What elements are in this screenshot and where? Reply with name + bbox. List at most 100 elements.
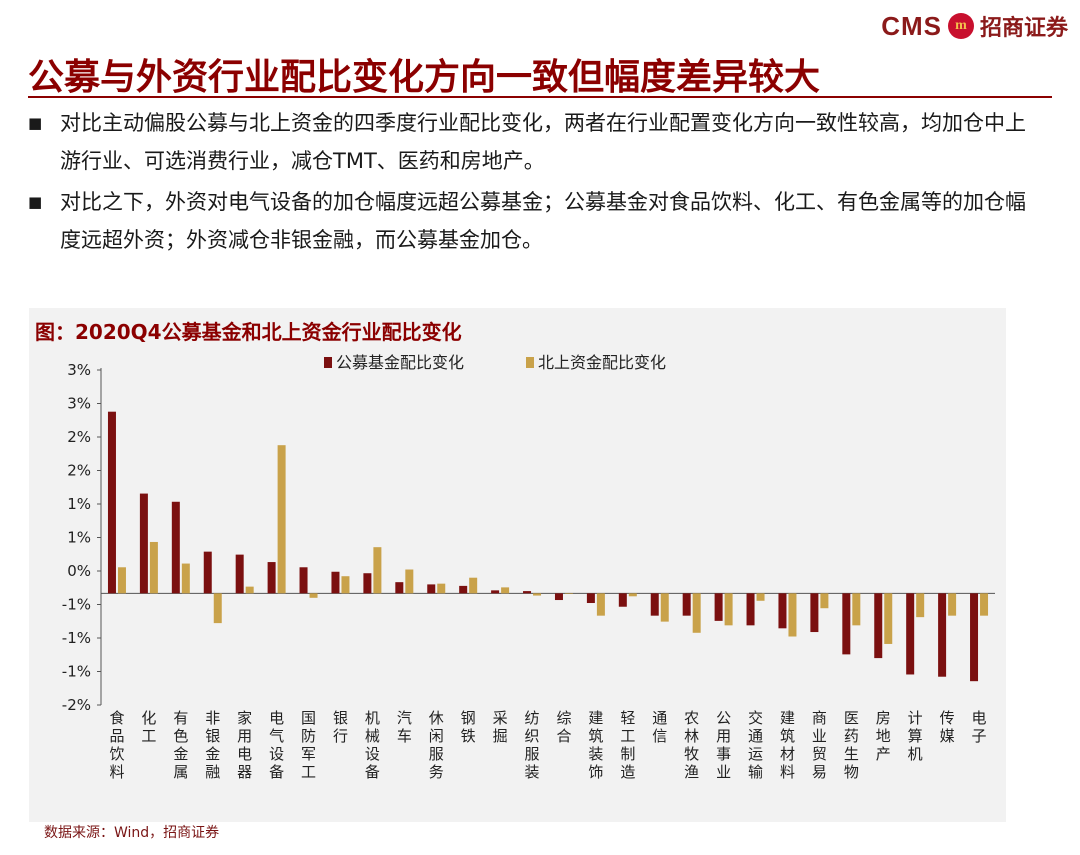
- bullet-item: ■ 对比之下，外资对电气设备的加仓幅度远超公募基金；公募基金对食品饮料、化工、有…: [28, 183, 1028, 259]
- north-bar: [245, 586, 254, 594]
- x-tick-label: 通信: [652, 709, 667, 745]
- x-tick-label: 采掘: [493, 709, 508, 745]
- north-bar: [373, 547, 382, 594]
- legend-fund-label: 公募基金配比变化: [336, 353, 464, 372]
- y-tick-label: -2%: [62, 696, 91, 714]
- fund-bar: [586, 593, 595, 604]
- x-tick-label: 传媒: [940, 709, 955, 745]
- legend-fund-swatch: [324, 357, 332, 368]
- bullet-list: ■ 对比主动偏股公募与北上资金的四季度行业配比变化，两者在行业配置变化方向一致性…: [28, 104, 1028, 262]
- fund-bar: [363, 573, 372, 594]
- north-bar: [660, 593, 669, 622]
- y-tick-label: -1%: [62, 663, 91, 681]
- fund-bar: [618, 593, 627, 607]
- logo-badge-icon: m: [947, 13, 974, 39]
- fund-bar: [523, 591, 532, 594]
- north-bar: [437, 583, 446, 594]
- chart-title: 图：2020Q4公募基金和北上资金行业配比变化: [35, 320, 462, 344]
- north-bar: [884, 593, 893, 644]
- logo-cms-text: CMS: [881, 10, 942, 41]
- bullet-text: 对比主动偏股公募与北上资金的四季度行业配比变化，两者在行业配置变化方向一致性较高…: [60, 111, 1026, 173]
- north-bar: [564, 593, 573, 594]
- fund-bar: [842, 593, 851, 655]
- north-bar: [596, 593, 605, 616]
- fund-bar: [746, 593, 755, 626]
- x-tick-label: 钢铁: [461, 709, 476, 745]
- north-bar: [916, 593, 925, 618]
- x-tick-label: 房地产: [876, 709, 891, 763]
- x-tick-label: 建筑装饰: [588, 709, 603, 781]
- y-tick-label: 3%: [67, 395, 91, 413]
- north-bar: [117, 567, 126, 594]
- y-tick-label: 1%: [67, 529, 91, 547]
- north-bar: [820, 593, 829, 609]
- fund-bar: [810, 593, 819, 633]
- x-tick-label: 交通运输: [748, 709, 763, 781]
- fund-bar: [491, 590, 500, 594]
- data-source: 数据来源：Wind，招商证券: [44, 825, 220, 841]
- fund-bar: [427, 584, 436, 594]
- north-bar: [980, 593, 989, 616]
- fund-bar: [778, 593, 787, 629]
- x-tick-label: 综合: [556, 709, 571, 745]
- fund-bar: [682, 593, 691, 616]
- slide-title: 公募与外资行业配比变化方向一致但幅度差异较大: [28, 57, 821, 98]
- north-bar: [469, 577, 478, 594]
- fund-bar: [267, 562, 276, 594]
- north-bar: [948, 593, 957, 616]
- x-tick-label: 化工: [141, 709, 156, 745]
- bullet-item: ■ 对比主动偏股公募与北上资金的四季度行业配比变化，两者在行业配置变化方向一致性…: [28, 104, 1028, 180]
- x-tick-label: 银行: [333, 709, 348, 745]
- brand-logo: CMS m 招商证券: [881, 10, 1068, 42]
- fund-bar: [650, 593, 659, 616]
- y-tick-label: 2%: [67, 462, 91, 480]
- x-tick-label: 计算机: [908, 709, 923, 763]
- x-tick-label: 有色金属: [173, 709, 188, 781]
- x-tick-label: 电气设备: [269, 709, 284, 781]
- fund-bar: [395, 582, 404, 594]
- north-bar: [628, 593, 637, 597]
- fund-bar: [171, 501, 180, 594]
- y-tick-label: 0%: [67, 562, 91, 580]
- north-bar: [852, 593, 861, 626]
- x-tick-label: 非银金融: [205, 709, 220, 781]
- bullet-square-icon: ■: [28, 193, 43, 211]
- y-tick-label: 3%: [67, 361, 91, 379]
- x-tick-label: 纺织服装: [525, 709, 540, 781]
- x-tick-label: 机械设备: [365, 709, 380, 781]
- bar-chart: 3% 3% 2% 2% 1% 1% 0% -1% -1% -1% -2% 食品饮料 化工 有色金属 非银金融…: [62, 353, 995, 781]
- legend-north-swatch: [526, 357, 534, 368]
- north-bar: [692, 593, 701, 633]
- fund-bar: [970, 593, 979, 682]
- y-tick-label: -1%: [62, 629, 91, 647]
- bullet-text: 对比之下，外资对电气设备的加仓幅度远超公募基金；公募基金对食品饮料、化工、有色金…: [60, 190, 1026, 252]
- fund-bar: [107, 411, 116, 594]
- north-bar: [501, 587, 510, 594]
- chart-panel: 图：2020Q4公募基金和北上资金行业配比变化 3% 3% 2% 2% 1% 1% 0% -1…: [29, 308, 1006, 822]
- legend-north-label: 北上资金配比变化: [538, 353, 666, 372]
- north-bar: [405, 569, 414, 594]
- fund-bar: [331, 571, 340, 594]
- fund-bar: [714, 593, 723, 621]
- north-bar: [724, 593, 733, 626]
- y-tick-label: -1%: [62, 596, 91, 614]
- x-tick-label: 汽车: [397, 709, 412, 745]
- x-tick-label: 农林牧渔: [684, 709, 699, 781]
- fund-bar: [906, 593, 915, 675]
- x-tick-label: 商业贸易: [812, 709, 827, 781]
- fund-bar: [874, 593, 883, 659]
- title-divider: [28, 96, 1052, 98]
- north-bar: [213, 593, 222, 624]
- x-tick-label: 轻工制造: [620, 709, 635, 781]
- fund-bar: [459, 585, 468, 594]
- fund-bar: [554, 593, 563, 601]
- x-tick-label: 建筑材料: [780, 709, 795, 781]
- north-bar: [788, 593, 797, 637]
- x-tick-label: 家用电器: [237, 709, 252, 781]
- logo-cn-text: 招商证券: [979, 16, 1068, 41]
- north-bar: [309, 593, 318, 598]
- x-tick-label: 电子: [972, 709, 987, 745]
- x-tick-label: 医药生物: [844, 709, 859, 781]
- fund-bar: [299, 567, 308, 594]
- fund-bar: [235, 554, 244, 594]
